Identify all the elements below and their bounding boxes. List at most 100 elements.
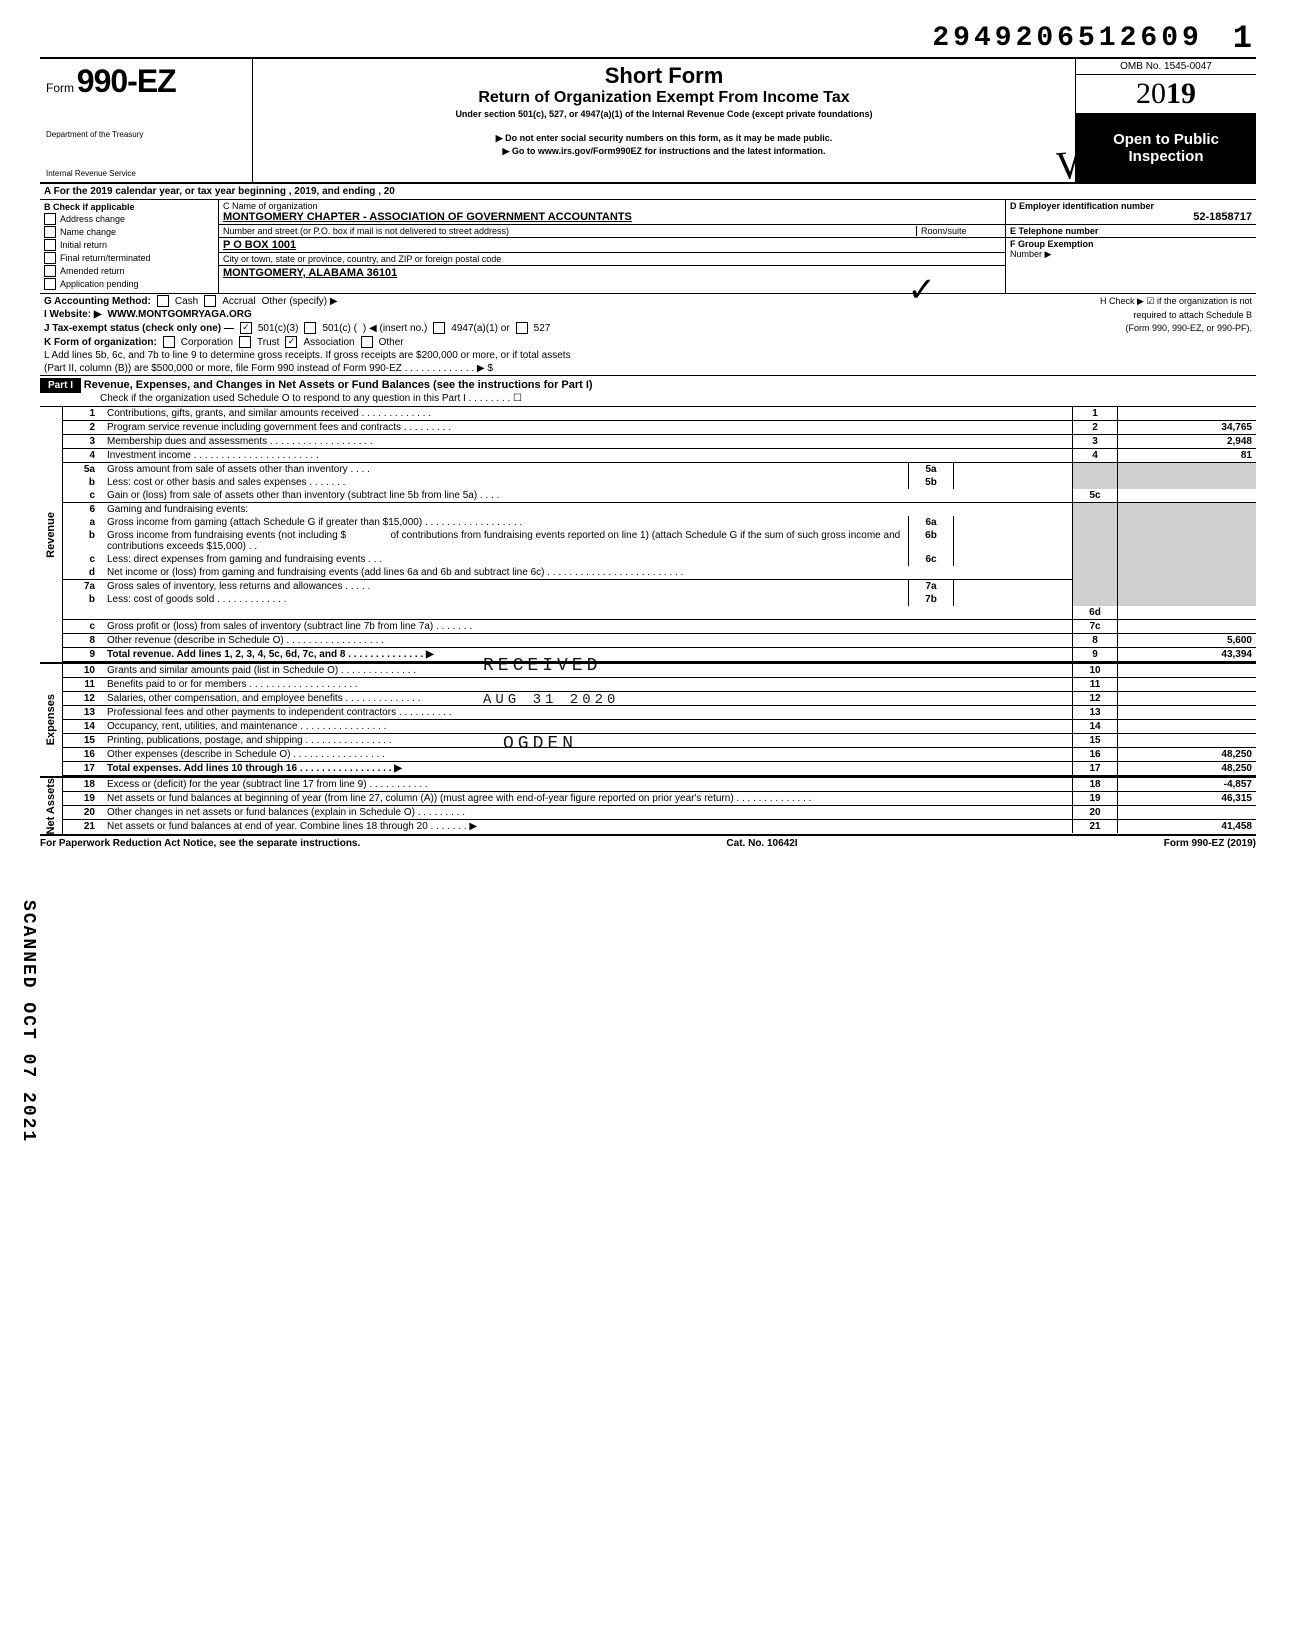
scanned-stamp: SCANNED OCT 07 2021 (18, 900, 38, 1143)
line-8-amount: 5,600 (1118, 634, 1257, 648)
line-6c-mid: 6c (909, 553, 954, 566)
f-sub: Number ▶ (1010, 249, 1252, 260)
line-7a-mid: 7a (909, 580, 954, 594)
line-20-amount (1118, 806, 1257, 820)
line-2-desc: Program service revenue including govern… (103, 421, 1073, 435)
line-7b-mid: 7b (909, 593, 954, 606)
col-def: D Employer identification number 52-1858… (1005, 200, 1256, 293)
line-11-desc: Benefits paid to or for members . . . . … (103, 678, 1073, 692)
chk-cash[interactable] (157, 295, 169, 307)
e-phone-label: E Telephone number (1006, 225, 1256, 238)
chk-4947[interactable] (433, 322, 445, 334)
po-box: P O BOX 1001 (223, 239, 296, 251)
lbl-other-org: Other (379, 337, 404, 348)
revenue-side-label: Revenue (45, 512, 57, 558)
chk-other-org[interactable] (361, 336, 373, 348)
line-3-box: 3 (1073, 435, 1118, 449)
chk-assoc[interactable]: ✓ (285, 336, 297, 348)
lbl-cash: Cash (175, 296, 198, 307)
chk-accrual[interactable] (204, 295, 216, 307)
line-16-desc: Other expenses (describe in Schedule O) … (103, 748, 1073, 762)
handwritten-initials: Wσ (1055, 138, 1118, 190)
b-header: B Check if applicable (44, 202, 214, 212)
chk-501c3[interactable]: ✓ (240, 322, 252, 334)
lbl-final-return: Final return/terminated (60, 253, 151, 263)
room-label: Room/suite (916, 226, 1001, 236)
line-1-box: 1 (1073, 407, 1118, 421)
date-stamp: AUG 31 2020 (483, 692, 619, 708)
line-5a-mid: 5a (909, 463, 954, 477)
rows-g-to-l: G Accounting Method: Cash Accrual Other … (40, 294, 1256, 376)
line-20-desc: Other changes in net assets or fund bala… (103, 806, 1073, 820)
lbl-assoc: Association (303, 337, 354, 348)
net-assets-side-label: Net Assets (45, 778, 57, 834)
line-11-amount (1118, 678, 1257, 692)
line-3-desc: Membership dues and assessments . . . . … (103, 435, 1073, 449)
line-6d-desc: Net income or (loss) from gaming and fun… (103, 566, 1073, 580)
line-6b-mid: 6b (909, 529, 954, 553)
l-line2: (Part II, column (B)) are $500,000 or mo… (44, 363, 493, 374)
chk-corp[interactable] (163, 336, 175, 348)
line-6a-mid: 6a (909, 516, 954, 529)
line-6b-desc: Gross income from fundraising events (no… (103, 529, 909, 553)
handwritten-mark: ✓ (908, 270, 937, 310)
line-1-amount (1118, 407, 1257, 421)
line-5b-desc: Less: cost or other basis and sales expe… (103, 476, 909, 489)
lbl-4947: 4947(a)(1) or (451, 323, 509, 334)
line-5c-box: 5c (1073, 489, 1118, 503)
chk-527[interactable] (516, 322, 528, 334)
net-assets-section: Net Assets 18Excess or (deficit) for the… (40, 778, 1256, 836)
section-b-c-d: B Check if applicable Address change Nam… (40, 200, 1256, 294)
document-code-row: 2949206512609 1 (40, 20, 1256, 57)
line-2-box: 2 (1073, 421, 1118, 435)
chk-final-return[interactable] (44, 252, 56, 264)
col-c-org-info: C Name of organization MONTGOMERY CHAPTE… (219, 200, 1005, 293)
line-13-box: 13 (1073, 706, 1118, 720)
line-19-desc: Net assets or fund balances at beginning… (103, 792, 1073, 806)
line-7c-desc: Gross profit or (loss) from sales of inv… (103, 620, 1073, 634)
part-1-check-line: Check if the organization used Schedule … (40, 393, 1256, 404)
page-number: 1 (1233, 20, 1256, 57)
lbl-other-method: Other (specify) ▶ (262, 296, 338, 307)
h-note-3: (Form 990, 990-EZ, or 990-PF). (1125, 323, 1252, 333)
header-left: Form 990-EZ Department of the Treasury I… (40, 59, 253, 182)
line-21-desc: Net assets or fund balances at end of ye… (103, 820, 1073, 834)
chk-app-pending[interactable] (44, 278, 56, 290)
chk-address-change[interactable] (44, 213, 56, 225)
website-value: WWW.MONTGOMRYAGA.ORG (108, 309, 252, 320)
chk-name-change[interactable] (44, 226, 56, 238)
chk-trust[interactable] (239, 336, 251, 348)
line-17-box: 17 (1073, 762, 1118, 776)
line-6d-amount (1118, 606, 1257, 620)
chk-amended[interactable] (44, 265, 56, 277)
form-number: 990-EZ (77, 63, 176, 99)
line-2-amount: 34,765 (1118, 421, 1257, 435)
line-17-desc: Total expenses. Add lines 10 through 16 … (103, 762, 1073, 776)
footer-mid: Cat. No. 10642I (726, 838, 797, 849)
lbl-amended: Amended return (60, 266, 125, 276)
chk-501c[interactable] (304, 322, 316, 334)
line-1-desc: Contributions, gifts, grants, and simila… (103, 407, 1073, 421)
treasury-dept: Department of the Treasury (46, 130, 246, 139)
part-1-title: Revenue, Expenses, and Changes in Net As… (84, 379, 593, 391)
line-16-box: 16 (1073, 748, 1118, 762)
line-19-box: 19 (1073, 792, 1118, 806)
line-6-desc: Gaming and fundraising events: (103, 503, 1073, 517)
doc-code: 2949206512609 (932, 23, 1202, 54)
line-14-desc: Occupancy, rent, utilities, and maintena… (103, 720, 1073, 734)
line-7a-desc: Gross sales of inventory, less returns a… (103, 580, 909, 594)
line-5b-mid: 5b (909, 476, 954, 489)
lbl-insert: ) ◀ (insert no.) (363, 323, 427, 334)
ein-label: D Employer identification number (1010, 201, 1252, 211)
irs-label: Internal Revenue Service (46, 169, 246, 178)
chk-initial-return[interactable] (44, 239, 56, 251)
lbl-501c: 501(c) ( (322, 323, 356, 334)
line-9-amount: 43,394 (1118, 648, 1257, 662)
line-6d-box: 6d (1073, 606, 1118, 620)
received-stamp: RECEIVED (483, 656, 601, 676)
footer-left: For Paperwork Reduction Act Notice, see … (40, 838, 360, 849)
line-15-box: 15 (1073, 734, 1118, 748)
net-assets-table: 18Excess or (deficit) for the year (subt… (63, 778, 1256, 833)
ein-value: 52-1858717 (1010, 211, 1252, 223)
omb-number: OMB No. 1545-0047 (1076, 59, 1256, 75)
